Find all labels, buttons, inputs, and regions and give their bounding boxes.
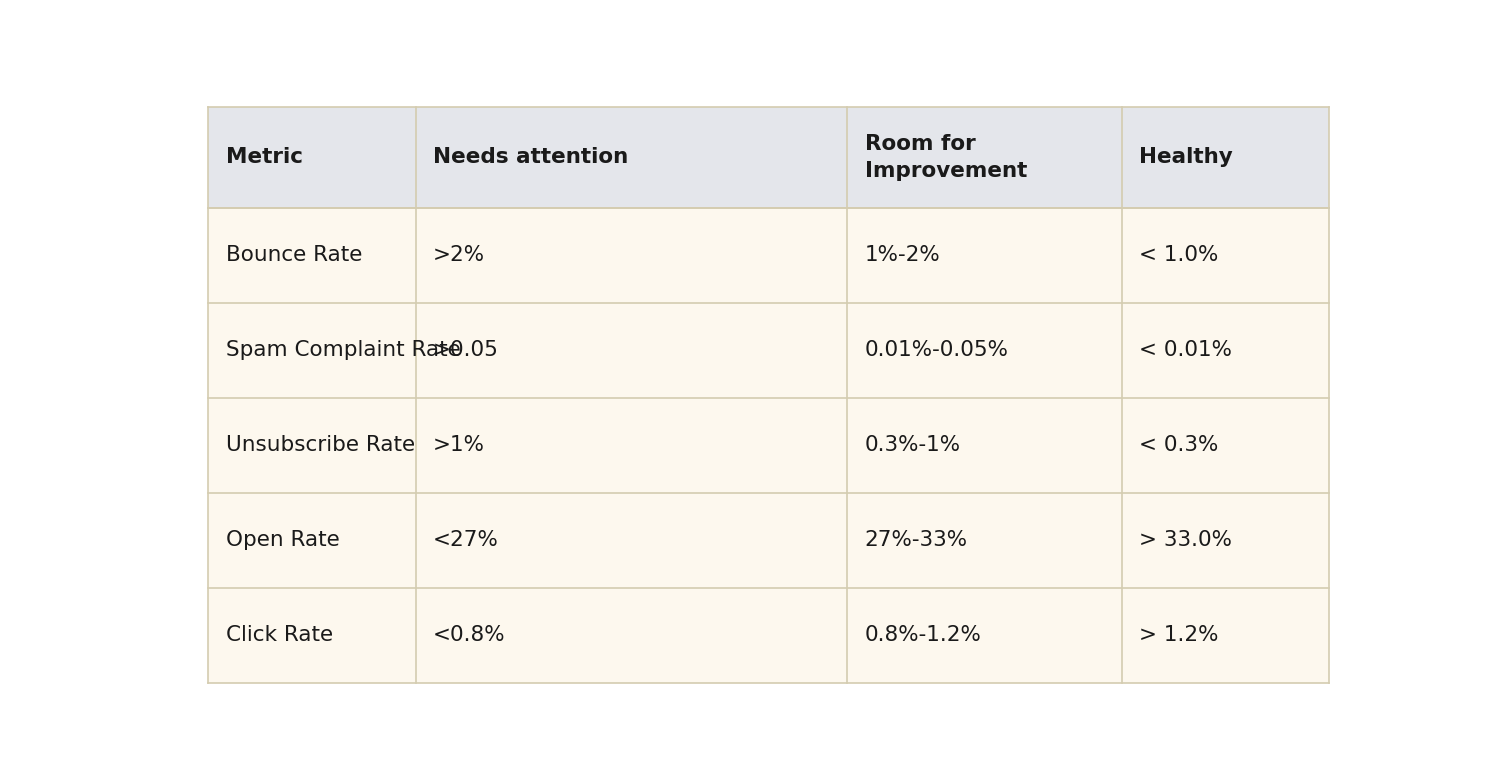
Bar: [209, 398, 416, 493]
Text: Click Rate: Click Rate: [226, 626, 333, 645]
Bar: [416, 588, 848, 683]
Text: < 1.0%: < 1.0%: [1138, 246, 1218, 265]
Bar: [847, 398, 1122, 493]
Text: 0.01%-0.05%: 0.01%-0.05%: [864, 340, 1008, 361]
Bar: [209, 493, 416, 588]
Text: Room for
Improvement: Room for Improvement: [864, 135, 1028, 181]
Bar: [416, 107, 848, 208]
Bar: [416, 303, 848, 398]
Text: > 1.2%: > 1.2%: [1138, 626, 1218, 645]
Bar: [1122, 588, 1329, 683]
Bar: [847, 107, 1122, 208]
Bar: [209, 588, 416, 683]
Bar: [416, 493, 848, 588]
Text: < 0.3%: < 0.3%: [1138, 436, 1218, 455]
Text: 0.3%-1%: 0.3%-1%: [864, 436, 962, 455]
Bar: [847, 588, 1122, 683]
Text: Bounce Rate: Bounce Rate: [226, 246, 362, 265]
Bar: [847, 303, 1122, 398]
Bar: [209, 303, 416, 398]
Bar: [1122, 107, 1329, 208]
Text: > 33.0%: > 33.0%: [1138, 530, 1232, 551]
Bar: [1122, 398, 1329, 493]
Text: <27%: <27%: [433, 530, 500, 551]
Text: >1%: >1%: [433, 436, 484, 455]
Text: >2%: >2%: [433, 246, 486, 265]
Text: 27%-33%: 27%-33%: [864, 530, 968, 551]
Text: Open Rate: Open Rate: [226, 530, 339, 551]
Text: Spam Complaint Rate: Spam Complaint Rate: [226, 340, 460, 361]
Bar: [1122, 493, 1329, 588]
Bar: [1122, 208, 1329, 303]
Text: >0.05: >0.05: [433, 340, 500, 361]
Bar: [847, 493, 1122, 588]
Text: Metric: Metric: [226, 148, 303, 167]
Text: <0.8%: <0.8%: [433, 626, 506, 645]
Bar: [209, 208, 416, 303]
Text: < 0.01%: < 0.01%: [1138, 340, 1232, 361]
Bar: [209, 107, 416, 208]
Bar: [1122, 303, 1329, 398]
Text: Unsubscribe Rate: Unsubscribe Rate: [226, 436, 416, 455]
Text: Healthy: Healthy: [1138, 148, 1233, 167]
Bar: [416, 208, 848, 303]
Bar: [847, 208, 1122, 303]
Bar: [416, 398, 848, 493]
Text: 0.8%-1.2%: 0.8%-1.2%: [864, 626, 981, 645]
Text: Needs attention: Needs attention: [433, 148, 628, 167]
Text: 1%-2%: 1%-2%: [864, 246, 940, 265]
